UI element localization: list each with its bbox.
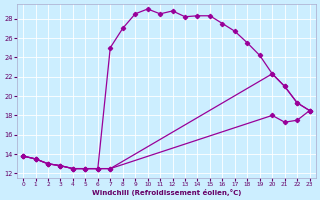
X-axis label: Windchill (Refroidissement éolien,°C): Windchill (Refroidissement éolien,°C) xyxy=(92,189,241,196)
